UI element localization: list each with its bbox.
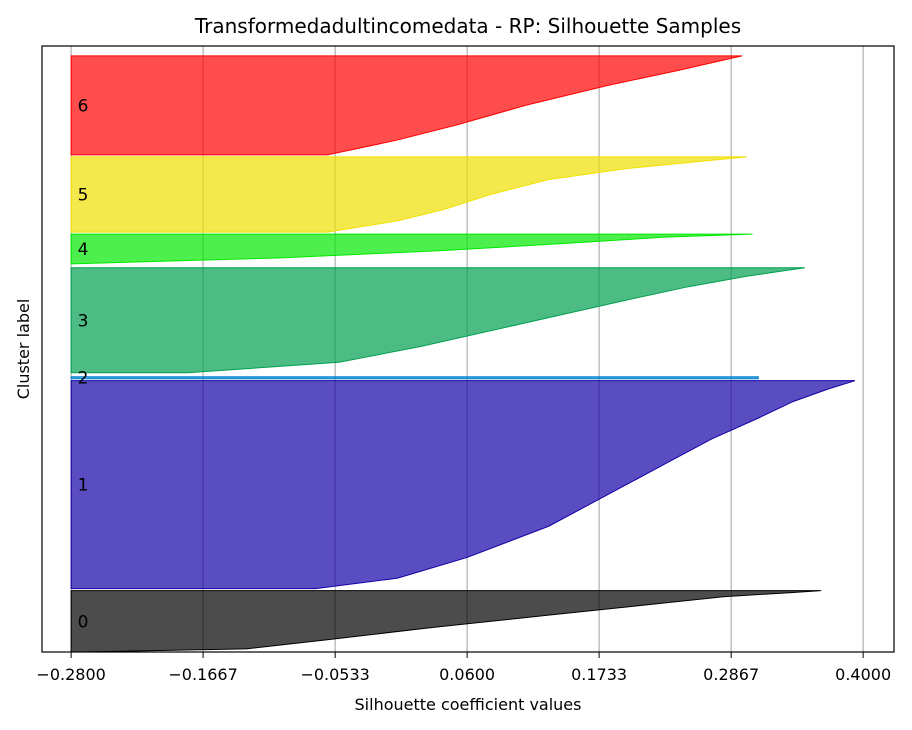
x-tick-label: −0.1667 xyxy=(168,665,237,684)
cluster-0-area xyxy=(70,590,822,653)
cluster-4-area xyxy=(70,233,753,265)
cluster-label-6: 6 xyxy=(78,96,89,116)
cluster-label-0: 0 xyxy=(78,612,89,632)
plot-frame xyxy=(41,45,895,653)
cluster-label-4: 4 xyxy=(78,240,89,260)
x-tick-label: −0.2800 xyxy=(36,665,105,684)
cluster-labels: 0 1 2 3 4 5 6 xyxy=(78,96,89,632)
cluster-areas xyxy=(70,55,856,653)
x-tick-label: 0.0600 xyxy=(439,665,495,684)
cluster-label-3: 3 xyxy=(78,311,89,331)
cluster-3-area xyxy=(70,267,805,374)
cluster-label-1: 1 xyxy=(78,476,89,496)
cluster-2-area xyxy=(70,376,759,380)
cluster-1-area xyxy=(70,380,856,590)
chart-title: Transformedadultincomedata - RP: Silhoue… xyxy=(194,14,741,38)
cluster-6-area xyxy=(70,55,743,156)
y-axis-label: Cluster label xyxy=(14,299,33,400)
x-tick-label: 0.1733 xyxy=(571,665,627,684)
x-axis-label: Silhouette coefficient values xyxy=(355,695,582,714)
cluster-label-5: 5 xyxy=(78,186,89,206)
x-tick-label: −0.0533 xyxy=(300,665,369,684)
x-ticks: −0.2800 −0.1667 −0.0533 0.0600 0.1733 0.2867 0… xyxy=(36,652,891,684)
cluster-label-2: 2 xyxy=(78,369,89,389)
cluster-5-area xyxy=(70,156,747,233)
x-tick-label: 0.2867 xyxy=(703,665,759,684)
x-tick-label: 0.4000 xyxy=(835,665,891,684)
